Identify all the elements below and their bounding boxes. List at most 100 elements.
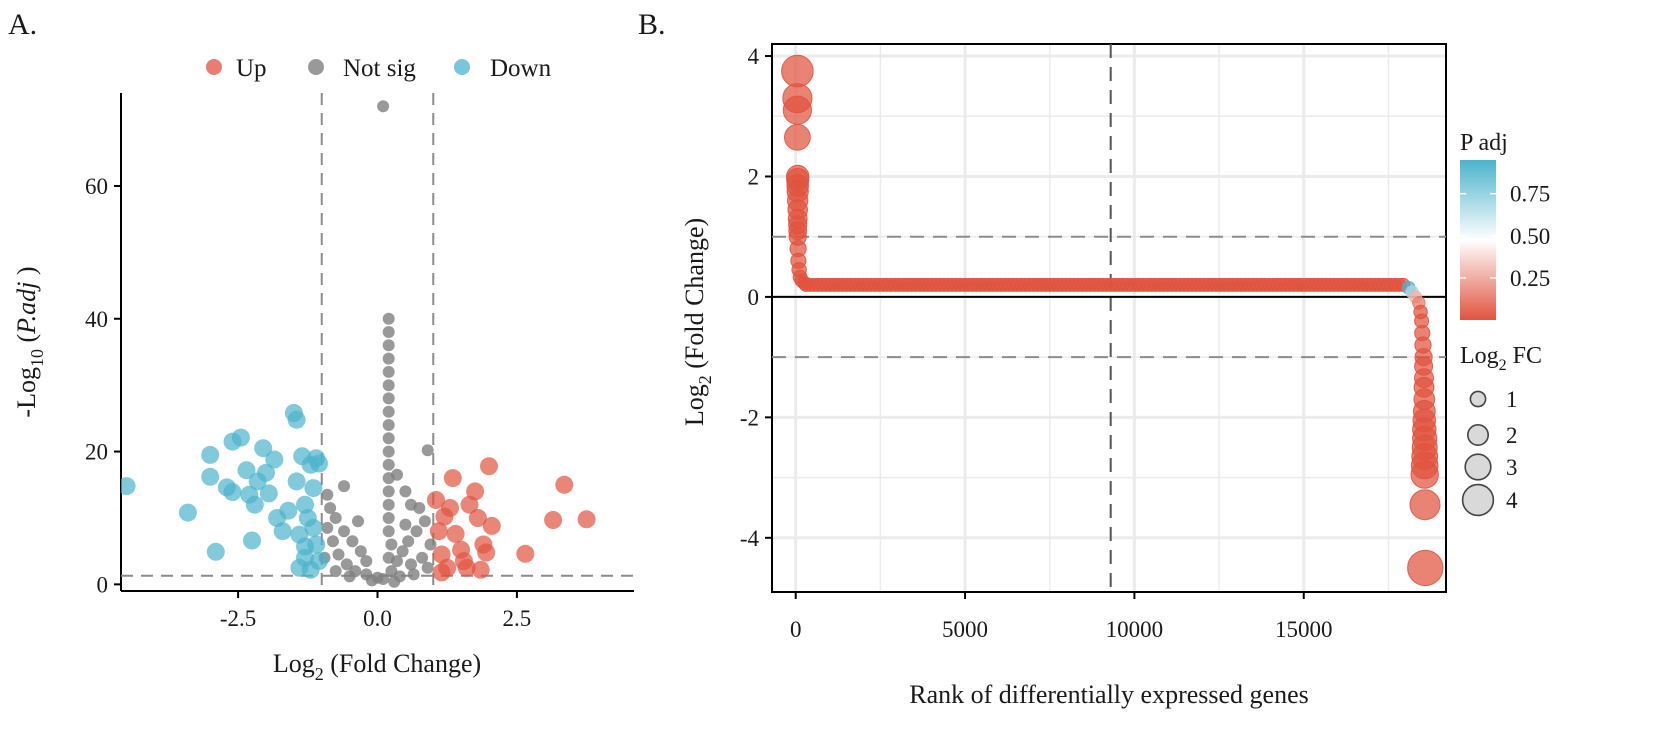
volcano-point-up (555, 475, 574, 494)
volcano-point-down (259, 484, 278, 503)
volcano-point-up (441, 499, 459, 517)
volcano-point-not-sig (382, 339, 395, 352)
volcano-point-down (121, 477, 136, 496)
size-legend-circle (1469, 390, 1487, 408)
volcano-point-up (432, 563, 451, 582)
size-legend-label: 4 (1506, 488, 1518, 513)
volcano-point-not-sig (416, 551, 429, 564)
padj-tick-label: 0.25 (1510, 266, 1550, 291)
volcano-y-tick-label: 40 (85, 307, 108, 332)
rank-point-down (1407, 549, 1444, 587)
rank-y-tick-label: -4 (740, 526, 760, 551)
volcano-point-up (468, 509, 487, 527)
volcano-point-not-sig (382, 326, 395, 338)
volcano-point-not-sig (382, 432, 395, 445)
rank-x-axis-title: Rank of differentially expressed genes (909, 680, 1309, 709)
volcano-y-tick-label: 60 (85, 174, 108, 199)
volcano-point-not-sig (391, 555, 403, 568)
rank-y-tick-label: 0 (748, 285, 760, 310)
volcano-point-down (223, 483, 242, 502)
volcano-point-not-sig (399, 485, 412, 498)
size-legend-circle (1464, 453, 1492, 481)
volcano-point-down (310, 454, 328, 473)
volcano-point-not-sig (365, 574, 378, 587)
volcano-point-up (457, 558, 476, 577)
volcano-point-not-sig (360, 555, 373, 568)
volcano-point-not-sig (385, 538, 398, 551)
volcano-point-down (254, 439, 273, 458)
volcano-point-down (237, 461, 256, 480)
volcano-point-up (427, 491, 445, 509)
volcano-point-not-sig (329, 565, 342, 578)
volcano-point-down (310, 552, 328, 571)
volcano-point-not-sig (329, 512, 342, 524)
rank-point-down (1409, 489, 1441, 521)
volcano-legend: Up Not sig Down (206, 55, 552, 82)
volcano-plot: Up Not sig Down -2.5 0.0 2.5 0 20 40 60 Log2 (… (12, 55, 634, 684)
size-legend-title: Log2 FC (1460, 343, 1542, 374)
volcano-point-down (287, 410, 306, 429)
volcano-point-not-sig (340, 558, 353, 571)
volcano-point-up (577, 510, 596, 529)
rank-plot: 0 5000 10000 15000 -4 -2 0 2 4 Rank of different… (680, 43, 1550, 709)
volcano-point-up (429, 522, 448, 541)
rank-x-tick-label: 5000 (942, 617, 988, 642)
legend-up-swatch (206, 59, 222, 75)
volcano-point-not-sig (382, 498, 395, 511)
padj-tick-label: 0.50 (1510, 224, 1550, 249)
volcano-x-tick-label: 0.0 (363, 606, 392, 631)
padj-color-legend: P adj 0.75 0.50 0.25 (1460, 130, 1550, 320)
rank-y-tick-label: 2 (748, 164, 760, 189)
size-legend-circle (1461, 483, 1495, 517)
volcano-point-up (466, 482, 485, 501)
volcano-point-down (304, 518, 323, 537)
volcano-point-down (201, 445, 220, 464)
legend-notsig-label: Not sig (343, 55, 416, 82)
volcano-y-axis-title: -Log10 (P.adj ) (12, 266, 47, 417)
volcano-point-not-sig (377, 573, 390, 585)
volcano-point-not-sig (382, 445, 395, 458)
volcano-point-up (480, 457, 498, 476)
volcano-point-not-sig (421, 561, 434, 574)
volcano-point-not-sig (396, 545, 409, 558)
volcano-point-down (273, 522, 292, 541)
volcano-point-down (178, 503, 197, 522)
volcano-point-down (231, 428, 250, 447)
volcano-point-not-sig (421, 444, 434, 457)
rank-point-up (797, 276, 812, 291)
volcano-point-not-sig (382, 392, 395, 405)
rank-plot-panel-border (771, 43, 1447, 593)
rank-x-tick-label: 10000 (1106, 617, 1164, 642)
volcano-point-down (243, 531, 261, 550)
volcano-point-not-sig (382, 512, 395, 524)
size-legend-label: 3 (1506, 455, 1518, 480)
volcano-point-not-sig (324, 502, 337, 514)
volcano-point-not-sig (399, 518, 412, 531)
volcano-point-down (279, 501, 298, 520)
volcano-point-not-sig (382, 458, 395, 471)
volcano-point-up (544, 511, 563, 529)
volcano-point-down (257, 463, 275, 482)
volcano-point-not-sig (407, 568, 420, 581)
volcano-point-not-sig (343, 570, 356, 583)
volcano-point-not-sig (424, 538, 437, 551)
size-legend-label: 2 (1506, 423, 1518, 448)
legend-up-label: Up (236, 55, 267, 82)
volcano-point-not-sig (338, 525, 350, 538)
volcano-point-down (201, 467, 220, 486)
legend-down-label: Down (490, 55, 552, 82)
volcano-x-tick-label: -2.5 (220, 606, 256, 631)
volcano-point-not-sig (410, 525, 423, 538)
volcano-point-not-sig (352, 515, 364, 528)
volcano-point-not-sig (382, 419, 395, 431)
volcano-point-up (471, 560, 490, 579)
volcano-point-not-sig (382, 405, 395, 418)
volcano-point-down (287, 472, 306, 491)
size-legend-label: 1 (1506, 387, 1518, 412)
volcano-point-not-sig (382, 485, 395, 498)
padj-tick-label: 0.75 (1510, 182, 1550, 207)
volcano-point-down (245, 495, 264, 514)
volcano-x-axis-title: Log2 (Fold Change) (273, 649, 481, 684)
panel-b-label: B. (638, 8, 666, 41)
